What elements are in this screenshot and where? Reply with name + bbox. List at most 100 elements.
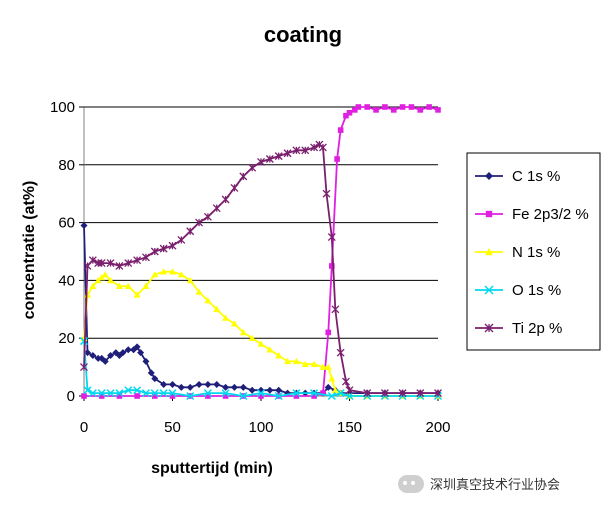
series-3-point-15 xyxy=(239,391,248,401)
series-3-point-14 xyxy=(221,389,230,398)
legend-item-1: Fe 2p3/2 % xyxy=(475,206,589,223)
legend-label-0: C 1s % xyxy=(512,168,560,185)
series-3-point-9 xyxy=(150,389,159,398)
series-0 xyxy=(80,221,442,397)
x-tick-labels: 0 50 100 150 200 xyxy=(80,396,451,436)
y-tick-label-60: 60 xyxy=(58,215,75,232)
series-2-point-19 xyxy=(222,314,230,321)
series-4-point-28 xyxy=(310,143,319,152)
series-line-2 xyxy=(83,270,438,397)
series-0-point-29 xyxy=(266,386,274,394)
series-4-point-17 xyxy=(212,204,221,213)
series-2-point-17 xyxy=(204,297,212,304)
series-0-point-3 xyxy=(94,354,102,362)
series-0-point-5 xyxy=(101,357,109,365)
series-layer xyxy=(79,104,443,401)
series-0-point-23 xyxy=(213,380,221,388)
series-4-point-37 xyxy=(363,389,372,398)
series-0-point-25 xyxy=(230,383,238,391)
series-2-point-27 xyxy=(292,357,300,365)
series-1-point-27 xyxy=(399,104,406,110)
series-3-point-6 xyxy=(124,386,133,395)
series-1-point-26 xyxy=(390,107,397,113)
series-2-point-11 xyxy=(151,271,159,278)
series-2-point-5 xyxy=(101,271,109,278)
y-tick-label-0: 0 xyxy=(67,388,75,405)
legend-item-4: Ti 2p % xyxy=(475,320,562,337)
series-1-point-2 xyxy=(116,393,123,399)
series-1-point-15 xyxy=(325,329,332,336)
series-4-point-36 xyxy=(345,386,354,395)
wechat-icon xyxy=(398,474,424,493)
series-3-point-12 xyxy=(186,391,195,401)
series-0-point-6 xyxy=(107,352,115,360)
series-4-point-15 xyxy=(195,218,204,227)
series-0-point-18 xyxy=(169,380,176,388)
series-0-point-12 xyxy=(133,343,141,351)
legend-swatch-marker-0 xyxy=(485,172,493,180)
legend-label-1: Fe 2p3/2 % xyxy=(512,206,589,223)
series-1-point-7 xyxy=(205,393,211,399)
series-1-point-10 xyxy=(258,393,264,399)
series-4-point-8 xyxy=(133,256,142,265)
watermark-text: 深圳真空技术行业协会 xyxy=(430,478,561,493)
series-4-point-39 xyxy=(398,389,407,398)
chart-title: coating xyxy=(264,22,342,47)
series-2-point-23 xyxy=(257,340,265,347)
legend-swatch-marker-1 xyxy=(485,210,493,218)
watermark: 深圳真空技术行业协会 xyxy=(398,474,560,493)
series-4-point-40 xyxy=(416,389,425,398)
series-1-point-24 xyxy=(373,107,379,113)
legend-item-3: O 1s % xyxy=(475,282,561,299)
series-4-point-38 xyxy=(380,389,389,398)
series-2-point-13 xyxy=(169,268,176,275)
series-4-point-18 xyxy=(221,195,230,204)
gridlines xyxy=(84,106,438,339)
series-1-point-0 xyxy=(81,393,87,399)
series-4-point-5 xyxy=(106,259,115,268)
series-3-point-2 xyxy=(88,389,97,398)
y-axis-title: concentratie (at%) xyxy=(21,181,38,320)
series-1-point-30 xyxy=(426,104,432,110)
series-4-point-20 xyxy=(239,172,248,181)
series-2-point-15 xyxy=(186,276,194,284)
x-tick-label-0: 0 xyxy=(80,419,88,436)
series-1-point-13 xyxy=(311,393,317,399)
series-3-point-11 xyxy=(168,389,177,398)
series-line-3 xyxy=(83,341,438,397)
y-tick-label-80: 80 xyxy=(58,157,75,174)
series-0-point-16 xyxy=(151,375,159,383)
series-0-point-2 xyxy=(89,352,97,360)
series-4-point-33 xyxy=(331,305,340,314)
series-4-point-25 xyxy=(283,149,292,158)
y-tick-labels: 0 20 40 60 80 100 xyxy=(50,99,84,405)
series-4-point-7 xyxy=(124,259,133,268)
legend: C 1s % Fe 2p3/2 % N 1s % O 1s % Ti 2p % xyxy=(466,152,601,351)
series-2-point-32 xyxy=(328,375,336,382)
series-1-point-17 xyxy=(334,156,340,162)
series-3-point-4 xyxy=(106,389,115,398)
series-1-point-5 xyxy=(169,393,176,399)
series-2-point-10 xyxy=(142,282,150,289)
series-1-point-19 xyxy=(343,112,349,119)
series-1-point-8 xyxy=(222,393,229,399)
series-0-point-36 xyxy=(324,383,332,391)
series-3-point-3 xyxy=(97,389,106,398)
x-tick-label-100: 100 xyxy=(248,419,273,436)
series-4-point-3 xyxy=(94,259,103,268)
series-3-point-17 xyxy=(274,391,283,401)
series-4-point-11 xyxy=(159,244,168,253)
series-2-point-21 xyxy=(239,328,247,336)
series-1-point-28 xyxy=(408,104,415,110)
series-4-point-30 xyxy=(318,143,327,152)
series-2-point-4 xyxy=(98,274,106,281)
series-1-point-1 xyxy=(98,393,105,399)
series-1-point-29 xyxy=(417,107,424,113)
series-4-point-0 xyxy=(80,363,88,372)
series-1-point-16 xyxy=(329,263,335,269)
series-1-point-14 xyxy=(320,390,326,396)
series-4-point-24 xyxy=(274,152,283,161)
series-0-point-22 xyxy=(204,380,212,388)
series-2-point-30 xyxy=(319,363,327,370)
